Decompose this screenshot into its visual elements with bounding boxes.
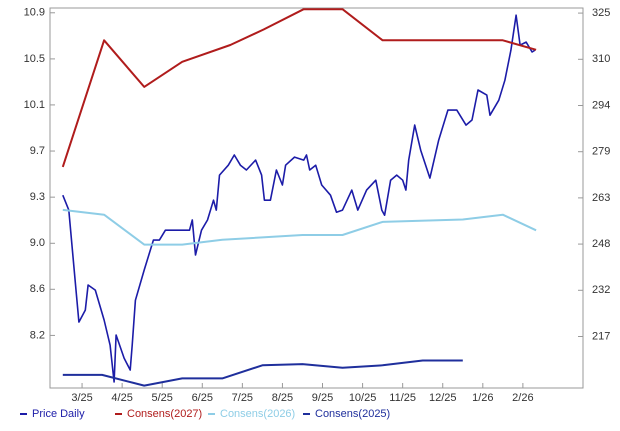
x-tick-label: 11/25 [389, 392, 416, 404]
x-tick-label: 10/25 [349, 392, 377, 404]
x-tick-label: 8/25 [272, 392, 293, 404]
legend-label: Consens(2027) [127, 408, 202, 420]
legend-label: Consens(2026) [220, 408, 295, 420]
y-tick-label: 9.7 [30, 145, 45, 157]
y-tick-label: 10.9 [24, 7, 45, 19]
y2-tick-label: 248 [592, 238, 610, 250]
y-tick-label: 9.0 [30, 237, 45, 249]
x-tick-label: 1/26 [472, 392, 493, 404]
x-tick-label: 2/26 [512, 392, 533, 404]
legend-label: Consens(2025) [315, 408, 390, 420]
x-tick-label: 9/25 [312, 392, 333, 404]
y2-tick-label: 263 [592, 192, 610, 204]
y2-tick-label: 310 [592, 53, 610, 65]
y2-tick-label: 217 [592, 330, 610, 342]
y-tick-label: 10.5 [24, 53, 45, 65]
x-tick-label: 3/25 [71, 392, 92, 404]
y-tick-label: 8.6 [30, 283, 45, 295]
x-tick-label: 5/25 [151, 392, 172, 404]
x-tick-label: 7/25 [232, 392, 253, 404]
y2-tick-label: 232 [592, 284, 610, 296]
y-tick-label: 9.3 [30, 191, 45, 203]
x-tick-label: 6/25 [192, 392, 213, 404]
x-tick-label: 12/25 [429, 392, 457, 404]
y2-tick-label: 279 [592, 146, 610, 158]
y-tick-label: 10.1 [24, 99, 45, 111]
series-line [62, 14, 536, 383]
legend-label: Price Daily [32, 408, 85, 420]
series-line [62, 359, 463, 387]
plot-frame [49, 7, 584, 389]
series-line [61, 8, 537, 168]
y2-tick-label: 294 [592, 99, 610, 111]
y2-tick-label: 325 [592, 7, 610, 19]
y-tick-label: 8.2 [30, 329, 45, 341]
x-tick-label: 4/25 [111, 392, 132, 404]
series-line [62, 208, 537, 246]
